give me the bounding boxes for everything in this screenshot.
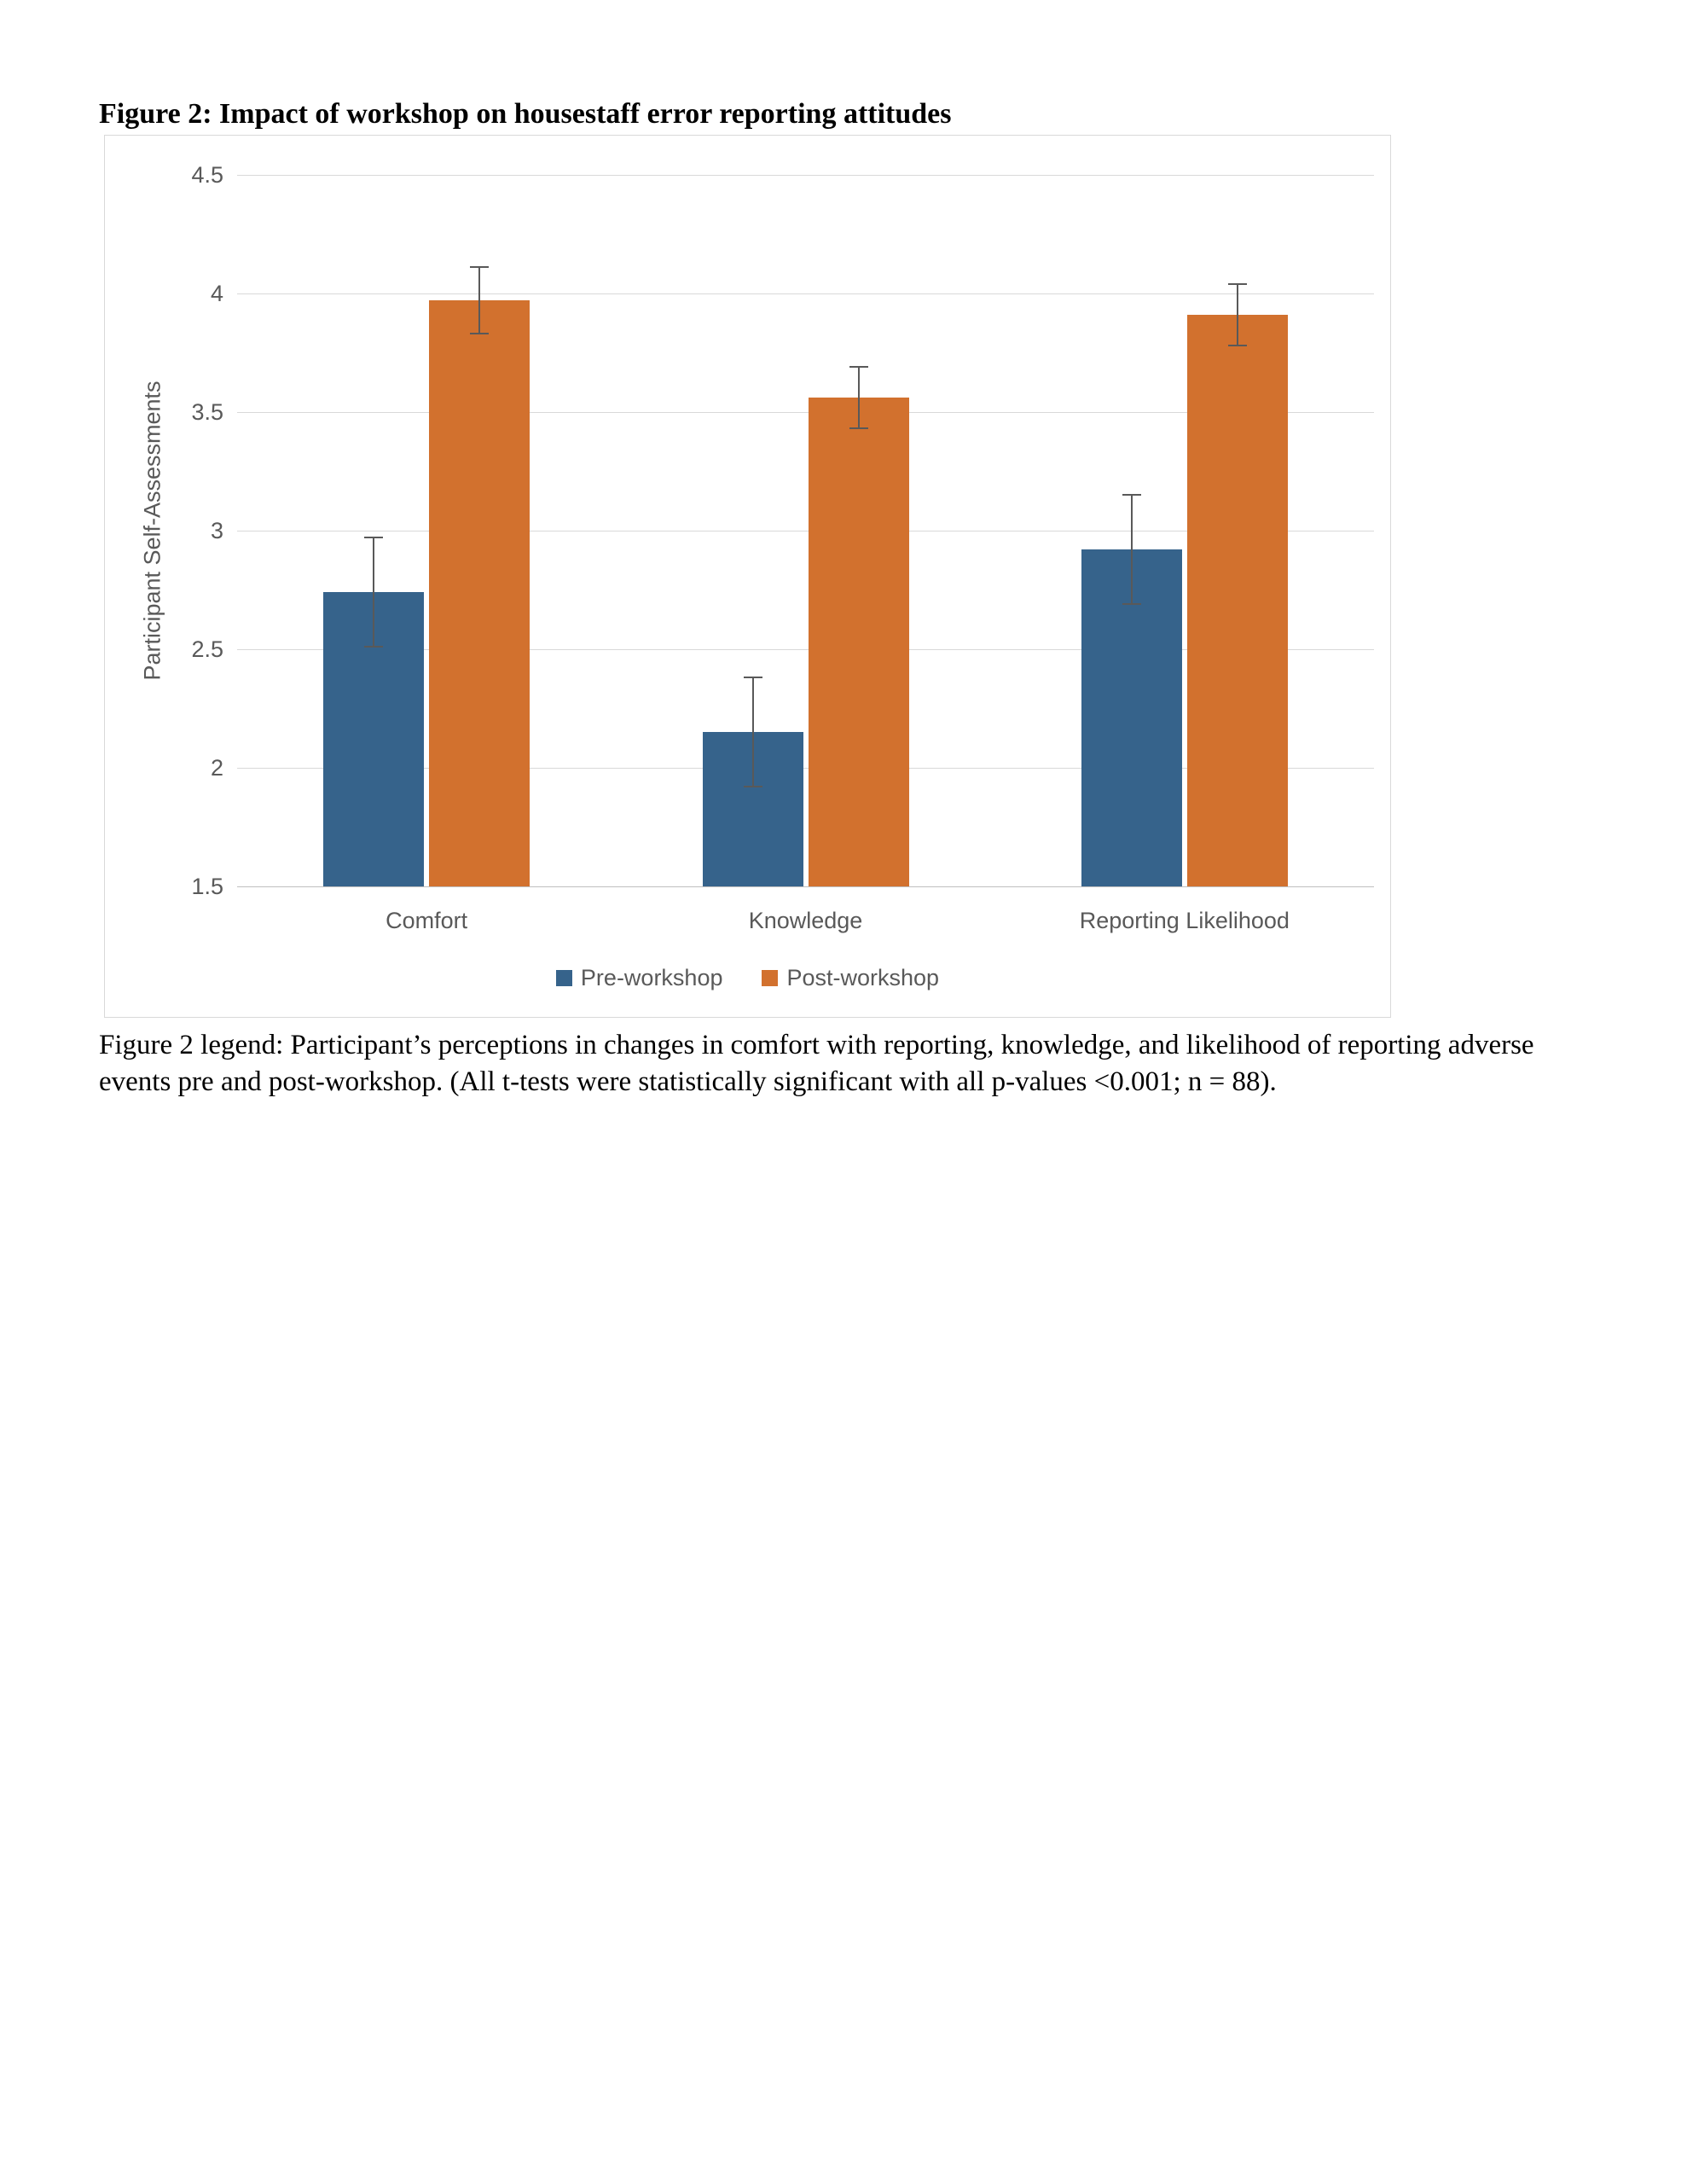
- error-bar-cap: [1227, 282, 1247, 285]
- error-bar-cap: [743, 786, 762, 788]
- error-bar-cap: [1227, 345, 1247, 347]
- legend-label-pre-workshop: Pre-workshop: [580, 965, 723, 990]
- gridline: [237, 293, 1374, 294]
- error-bar-cap: [470, 333, 490, 335]
- legend-item-post-workshop: Post-workshop: [762, 965, 939, 991]
- figure-title: Figure 2: Impact of workshop on housesta…: [99, 98, 952, 130]
- error-bar-cap: [1122, 494, 1141, 497]
- chart-legend: Pre-workshop Post-workshop: [105, 965, 1390, 991]
- error-bar-post-workshop-knowledge: [857, 367, 860, 429]
- bar-pre-workshop-reporting-likelihood: [1081, 549, 1182, 886]
- legend-swatch-post-workshop: [762, 970, 779, 986]
- bar-post-workshop-reporting-likelihood: [1186, 315, 1288, 886]
- gridline: [237, 175, 1374, 176]
- y-tick-label: 3.5: [191, 399, 223, 425]
- error-bar-post-workshop-comfort: [478, 267, 481, 334]
- error-bar-cap: [1122, 603, 1141, 606]
- error-bar-cap: [364, 646, 384, 648]
- y-tick-label: 2: [210, 755, 223, 781]
- bar-post-workshop-comfort: [429, 300, 530, 886]
- error-bar-pre-workshop-knowledge: [751, 677, 754, 787]
- error-bar-pre-workshop-reporting-likelihood: [1130, 495, 1133, 605]
- x-category-label-comfort: Comfort: [386, 908, 468, 933]
- gridline: [237, 412, 1374, 413]
- figure-caption: Figure 2 legend: Participant’s perceptio…: [99, 1030, 1534, 1097]
- legend-label-post-workshop: Post-workshop: [786, 965, 940, 990]
- chart-frame: Participant Self-Assessments Pre-worksho…: [104, 135, 1391, 1018]
- x-category-label-knowledge: Knowledge: [748, 908, 863, 933]
- error-bar-cap: [470, 266, 490, 269]
- x-axis-line: [237, 886, 1374, 887]
- gridline: [237, 768, 1374, 769]
- error-bar-pre-workshop-comfort: [373, 537, 375, 648]
- error-bar-cap: [364, 537, 384, 539]
- error-bar-post-workshop-reporting-likelihood: [1236, 283, 1238, 346]
- y-tick-label: 1.5: [191, 874, 223, 899]
- error-bar-cap: [743, 677, 762, 679]
- legend-item-pre-workshop: Pre-workshop: [555, 965, 723, 991]
- y-tick-label: 4: [210, 281, 223, 306]
- legend-swatch-pre-workshop: [555, 970, 572, 986]
- y-tick-label: 4.5: [191, 162, 223, 188]
- error-bar-cap: [849, 366, 868, 369]
- y-tick-label: 3: [210, 518, 223, 543]
- x-category-label-reporting-likelihood: Reporting Likelihood: [1079, 908, 1290, 933]
- gridline: [237, 649, 1374, 650]
- bar-post-workshop-knowledge: [808, 398, 909, 886]
- error-bar-cap: [849, 427, 868, 430]
- y-tick-label: 2.5: [191, 636, 223, 662]
